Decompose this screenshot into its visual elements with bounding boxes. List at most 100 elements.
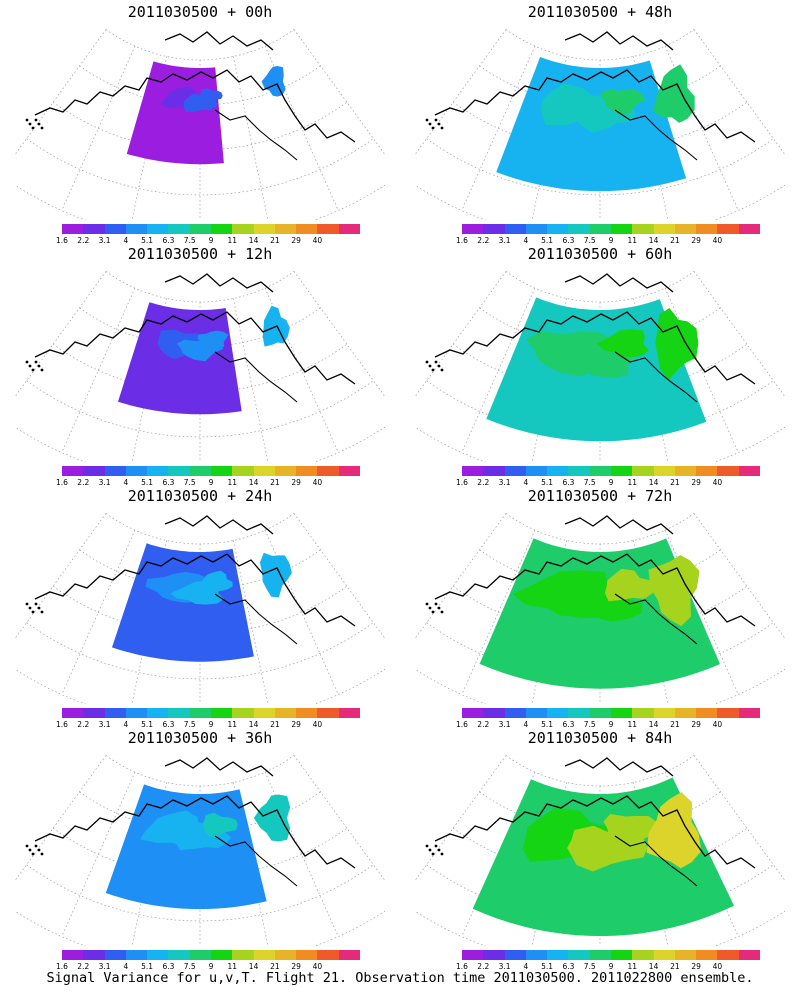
- island-dot: [28, 364, 32, 368]
- variance-region: [126, 61, 224, 165]
- island-dot: [25, 602, 29, 606]
- colorbar-swatch: [738, 224, 760, 234]
- colorbar-swatch: [232, 950, 254, 960]
- colorbar-tick-label: 21: [270, 720, 280, 729]
- colorbar-tick-label: 11: [227, 720, 238, 729]
- variance-peak: [655, 308, 699, 380]
- colorbar-swatch: [696, 708, 718, 718]
- island-dot: [437, 848, 441, 852]
- colorbar-tick-label: 5.1: [141, 478, 154, 487]
- colorbar-swatch: [125, 224, 148, 234]
- coastline: [434, 553, 756, 627]
- colorbar-swatch: [525, 708, 548, 718]
- island-dot: [431, 368, 435, 372]
- meridian-line: [15, 513, 107, 640]
- colorbar-tick-label: 14: [248, 236, 259, 245]
- colorbar-labels: 1.6 2.2 3.1 4 5.1 6.3 7.5 9 11 14 21 29 40: [56, 236, 360, 246]
- colorbar-swatch: [589, 466, 611, 476]
- island-dot: [34, 844, 38, 848]
- colorbar-swatch: [168, 466, 190, 476]
- meridian-line: [15, 29, 107, 156]
- island-dot: [425, 844, 429, 848]
- latitude-line: [26, 864, 374, 922]
- variance-peak: [253, 794, 291, 842]
- colorbar-tick-label: 29: [691, 962, 701, 971]
- colorbar-tick-label: 14: [648, 478, 659, 487]
- colorbar-tick-label: 2.2: [77, 478, 90, 487]
- colorbar-tick-label: 14: [248, 962, 259, 971]
- island-dot: [40, 852, 44, 856]
- colorbar-swatch: [610, 950, 633, 960]
- colorbar-labels: 1.6 2.2 3.1 4 5.1 6.3 7.5 9 11 14 21 29 40: [456, 720, 760, 730]
- colorbar-swatch: [696, 224, 718, 234]
- colorbar-tick-label: 14: [248, 478, 259, 487]
- colorbar-tick-label: 14: [648, 236, 659, 245]
- island-dot: [34, 360, 38, 364]
- colorbar-tick-label: 1.6: [456, 720, 468, 729]
- forecast-panel: 2011030500 + 24h 1.6 2.2 3.1 4 5.1 6.3 7.5 9 11 14…: [0, 486, 400, 729]
- colorbar-swatch: [589, 950, 611, 960]
- colorbar-tick-label: 3.1: [98, 962, 111, 971]
- meridian-line: [15, 271, 107, 398]
- island-dot: [37, 848, 41, 852]
- colorbar-swatch: [83, 224, 105, 234]
- colorbar-tick-label: 21: [270, 478, 280, 487]
- colorbar-swatch: [568, 708, 590, 718]
- colorbar-tick-label: 5.1: [541, 720, 554, 729]
- colorbar-swatch: [653, 950, 675, 960]
- colorbar-swatch: [62, 708, 84, 718]
- island-dot: [425, 602, 429, 606]
- colorbar-tick-label: 14: [248, 720, 259, 729]
- island-dot: [40, 610, 44, 614]
- colorbar: [62, 950, 360, 960]
- colorbar-tick-label: 6.3: [562, 478, 575, 487]
- colorbar-swatch: [232, 708, 254, 718]
- colorbar-labels: 1.6 2.2 3.1 4 5.1 6.3 7.5 9 11 14 21 29 40: [56, 962, 360, 972]
- arctic-islands: [164, 273, 274, 293]
- colorbar-tick-label: 2.2: [77, 236, 90, 245]
- panel-title: 2011030500 + 24h: [127, 487, 273, 505]
- colorbar: [62, 224, 360, 234]
- colorbar-swatch: [62, 466, 84, 476]
- colorbar-tick-label: 3.1: [498, 962, 511, 971]
- island-dot: [25, 844, 29, 848]
- colorbar-swatch: [568, 466, 590, 476]
- colorbar-tick-label: 4: [523, 478, 529, 487]
- island-dot: [25, 360, 29, 364]
- colorbar-tick-label: 7.5: [583, 478, 596, 487]
- colorbar-swatch: [104, 708, 126, 718]
- colorbar-swatch: [168, 950, 190, 960]
- colorbar-swatch: [296, 466, 318, 476]
- colorbar-labels: 1.6 2.2 3.1 4 5.1 6.3 7.5 9 11 14 21 29 40: [456, 478, 760, 488]
- colorbar-swatch: [274, 708, 297, 718]
- colorbar-tick-label: 4: [523, 962, 529, 971]
- colorbar-tick-label: 40: [712, 478, 723, 487]
- variance-map: [15, 29, 385, 220]
- island-dot: [431, 852, 435, 856]
- colorbar-swatch: [274, 950, 297, 960]
- colorbar: [462, 950, 760, 960]
- colorbar-tick-label: 40: [312, 478, 323, 487]
- colorbar-tick-label: 6.3: [162, 236, 175, 245]
- colorbar-tick-label: 21: [670, 478, 680, 487]
- colorbar-swatch: [653, 708, 675, 718]
- island-dot: [428, 848, 432, 852]
- colorbar-tick-label: 9: [208, 236, 214, 245]
- colorbar-tick-label: 9: [608, 236, 614, 245]
- colorbar-tick-label: 6.3: [162, 478, 175, 487]
- forecast-panel: 2011030500 + 48h 1.6 2.2 3.1 4 5.1 6.3 7.5 9 11 14…: [400, 2, 800, 245]
- colorbar-tick-label: 5.1: [141, 962, 154, 971]
- colorbar-swatch: [462, 224, 484, 234]
- colorbar-tick-label: 6.3: [562, 720, 575, 729]
- colorbar-tick-label: 11: [227, 962, 238, 971]
- colorbar-swatch: [296, 950, 318, 960]
- coastline: [34, 553, 356, 627]
- colorbar-swatch: [168, 708, 190, 718]
- colorbar-tick-label: 11: [227, 478, 238, 487]
- colorbar-tick-label: 40: [312, 236, 323, 245]
- colorbar-tick-label: 1.6: [56, 962, 68, 971]
- colorbar-tick-label: 2.2: [77, 720, 90, 729]
- variance-core: [596, 329, 649, 358]
- coastline: [434, 69, 756, 143]
- colorbar-tick-label: 7.5: [583, 962, 596, 971]
